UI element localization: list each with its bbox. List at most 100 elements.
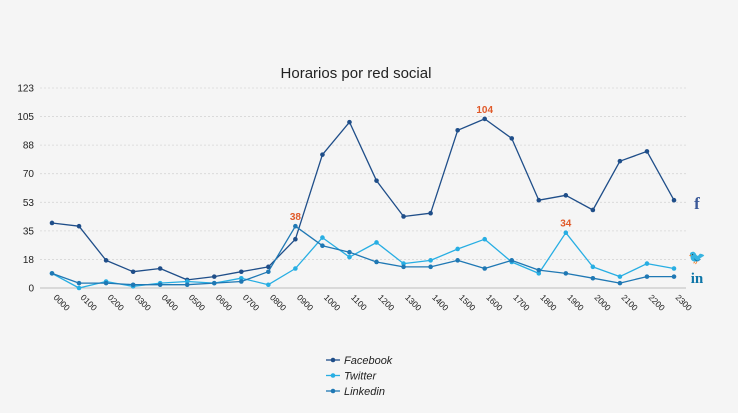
data-point-linkedin	[671, 274, 677, 279]
legend-item-facebook: Facebook	[326, 355, 393, 367]
data-label: 38	[290, 212, 302, 223]
data-label: 104	[476, 105, 493, 116]
data-point-twitter	[536, 271, 542, 276]
y-tick-label: 70	[23, 169, 35, 180]
y-tick-label: 18	[23, 255, 35, 266]
data-point-facebook	[563, 193, 569, 198]
data-point-twitter	[374, 240, 379, 245]
series-line-twitter	[51, 232, 675, 289]
data-point-facebook	[347, 119, 352, 125]
data-point-linkedin	[617, 280, 623, 286]
data-point-facebook	[428, 210, 433, 216]
x-tick-label: 1200	[376, 292, 397, 313]
data-point-linkedin	[293, 223, 298, 229]
x-tick-label: 0700	[241, 292, 262, 313]
legend-label: Facebook	[344, 355, 393, 367]
x-tick-label: 1300	[403, 292, 424, 313]
x-tick-label: 0300	[133, 292, 154, 313]
x-tick-label: 1800	[538, 292, 559, 313]
data-point-linkedin	[482, 266, 487, 271]
data-point-facebook	[49, 220, 55, 226]
data-point-linkedin	[157, 282, 163, 288]
x-tick-label: 0000	[52, 292, 73, 313]
legend-swatch-marker	[330, 357, 336, 363]
data-label: 34	[560, 219, 572, 230]
data-point-twitter	[644, 261, 650, 266]
legend-label: Twitter	[344, 371, 378, 383]
y-tick-label: 0	[28, 284, 34, 295]
data-point-facebook	[374, 178, 379, 183]
x-tick-label: 2100	[619, 292, 640, 313]
legend: Facebook Twitter Linkedin	[326, 355, 393, 398]
data-point-twitter	[428, 258, 433, 263]
data-point-facebook	[482, 116, 487, 122]
x-tick-label: 2200	[647, 292, 668, 313]
data-point-twitter	[320, 235, 325, 240]
data-point-linkedin	[76, 280, 82, 286]
data-point-facebook	[401, 214, 406, 219]
legend-item-linkedin: Linkedin	[326, 386, 385, 398]
data-point-linkedin	[347, 249, 352, 255]
data-point-linkedin	[374, 259, 379, 265]
x-tick-label: 2300	[674, 292, 695, 313]
data-point-linkedin	[266, 269, 271, 275]
x-tick-label: 0900	[295, 292, 316, 313]
series-line-linkedin	[51, 225, 674, 286]
data-point-facebook	[103, 258, 109, 263]
data-point-twitter	[617, 274, 623, 279]
data-point-twitter	[401, 261, 406, 266]
data-point-linkedin	[184, 282, 190, 288]
data-point-linkedin	[130, 282, 136, 288]
legend-swatch-marker	[330, 373, 336, 378]
legend-swatch-marker	[330, 388, 336, 394]
data-point-facebook	[211, 274, 217, 279]
data-point-linkedin	[49, 271, 55, 276]
data-point-twitter	[293, 266, 298, 271]
x-tick-label: 0400	[160, 292, 181, 313]
data-point-linkedin	[320, 243, 325, 249]
data-point-linkedin	[103, 280, 109, 286]
series-twitter	[49, 230, 677, 291]
data-point-linkedin	[239, 279, 244, 284]
data-point-facebook	[320, 152, 325, 157]
x-tick-label: 1900	[565, 292, 586, 313]
series-layer	[49, 116, 677, 291]
data-point-facebook	[239, 269, 244, 275]
data-label-layer: 38 104 34	[290, 105, 572, 230]
facebook-icon: f	[694, 194, 700, 213]
x-tick-label: 1700	[511, 292, 532, 313]
legend-item-twitter: Twitter	[326, 371, 378, 383]
data-point-twitter	[563, 230, 569, 236]
data-point-linkedin	[563, 271, 569, 276]
data-point-twitter	[590, 264, 596, 270]
data-point-facebook	[644, 149, 650, 154]
data-point-linkedin	[536, 267, 542, 273]
data-point-facebook	[266, 264, 271, 270]
data-point-linkedin	[211, 280, 217, 286]
data-point-linkedin	[644, 274, 650, 279]
y-tick-label: 35	[23, 226, 35, 237]
linkedin-icon: in	[691, 271, 704, 287]
data-point-twitter	[482, 236, 487, 242]
data-point-facebook	[509, 136, 515, 141]
data-point-twitter	[266, 282, 271, 288]
data-point-facebook	[157, 266, 163, 271]
data-point-linkedin	[509, 258, 515, 263]
data-point-twitter	[184, 279, 190, 284]
data-point-twitter	[239, 275, 244, 281]
x-tick-label: 1400	[430, 292, 451, 313]
data-point-twitter	[76, 285, 82, 291]
data-point-facebook	[671, 197, 677, 203]
data-point-linkedin	[590, 275, 596, 281]
data-point-facebook	[76, 223, 82, 229]
social-icons: f 🐦 in	[688, 194, 705, 287]
series-line-facebook	[51, 118, 675, 281]
x-tick-label: 0800	[268, 292, 289, 313]
data-point-linkedin	[401, 264, 406, 270]
chart-title: Horarios por red social	[281, 65, 432, 82]
x-tick-label: 1000	[322, 292, 343, 313]
x-tick-label: 1500	[457, 292, 478, 313]
data-point-facebook	[590, 207, 596, 213]
data-point-facebook	[617, 158, 623, 164]
